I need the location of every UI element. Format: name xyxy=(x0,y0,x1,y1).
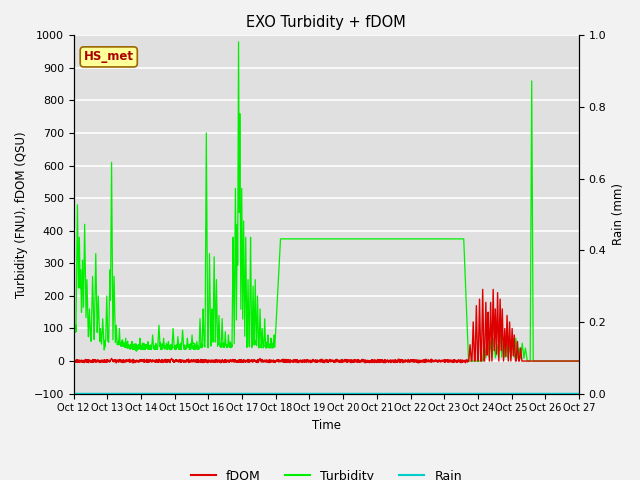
X-axis label: Time: Time xyxy=(312,419,341,432)
Y-axis label: Turbidity (FNU), fDOM (QSU): Turbidity (FNU), fDOM (QSU) xyxy=(15,131,28,298)
Text: HS_met: HS_met xyxy=(84,50,134,63)
Legend: fDOM, Turbidity, Rain: fDOM, Turbidity, Rain xyxy=(186,465,467,480)
Y-axis label: Rain (mm): Rain (mm) xyxy=(612,183,625,245)
Title: EXO Turbidity + fDOM: EXO Turbidity + fDOM xyxy=(246,15,406,30)
